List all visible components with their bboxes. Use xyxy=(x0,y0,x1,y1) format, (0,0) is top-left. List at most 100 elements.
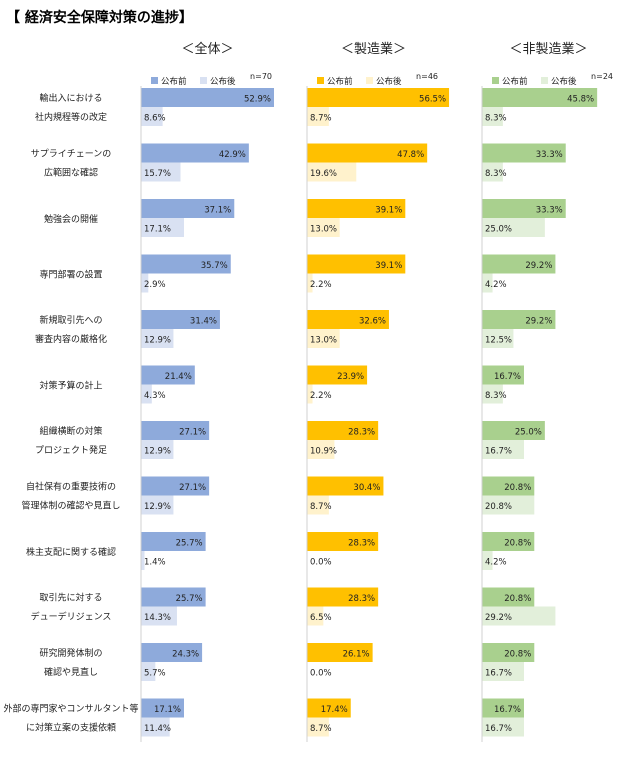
bar-after xyxy=(307,273,313,293)
bar-before xyxy=(141,365,195,385)
data-label-after: 19.6% xyxy=(310,169,337,179)
bar-after xyxy=(307,107,329,126)
data-label-after: 6.5% xyxy=(310,613,332,623)
data-label-before: 27.1% xyxy=(179,483,206,493)
data-label-before: 35.7% xyxy=(201,261,228,271)
data-label-before: 17.1% xyxy=(154,705,181,715)
data-label-after: 5.7% xyxy=(144,669,166,679)
legend-swatch-before xyxy=(492,77,499,84)
data-label-after: 8.3% xyxy=(485,391,507,401)
data-label-before: 45.8% xyxy=(567,95,594,105)
bar-before xyxy=(141,698,184,718)
bar-after xyxy=(307,717,329,737)
legend-swatch-before xyxy=(317,77,324,84)
data-label-before: 47.8% xyxy=(397,150,424,160)
data-label-before: 17.4% xyxy=(321,705,348,715)
category-label: 輸出入における xyxy=(39,92,102,104)
data-label-before: 20.8% xyxy=(504,594,531,604)
bar-after xyxy=(482,495,535,515)
bar-after xyxy=(141,662,156,681)
data-label-before: 16.7% xyxy=(494,372,521,382)
data-label-before: 25.7% xyxy=(176,539,203,549)
bar-after xyxy=(482,162,503,182)
sample-size: n=70 xyxy=(250,72,272,81)
data-label-after: 4.3% xyxy=(144,391,166,401)
sample-size: n=24 xyxy=(591,72,613,81)
bar-before xyxy=(482,476,535,496)
data-label-after: 4.2% xyxy=(485,558,507,568)
data-label-before: 25.7% xyxy=(176,594,203,604)
category-label: 新規取引先への xyxy=(39,314,102,326)
bar-before xyxy=(141,643,203,662)
data-label-after: 25.0% xyxy=(485,225,512,235)
bar-before xyxy=(141,476,210,496)
data-label-after: 16.7% xyxy=(485,724,512,734)
bar-before xyxy=(141,587,206,607)
bar-after xyxy=(307,384,313,404)
bar-after xyxy=(307,329,340,348)
bar-after xyxy=(141,440,174,459)
bar-before xyxy=(482,532,535,551)
data-label-before: 37.1% xyxy=(204,206,231,216)
category-label: 勉強会の開催 xyxy=(44,213,98,225)
sample-size: n=46 xyxy=(416,72,438,81)
bar-before xyxy=(307,476,384,496)
bar-after xyxy=(482,717,524,737)
bar-before xyxy=(141,310,220,329)
data-label-before: 25.0% xyxy=(515,428,542,438)
data-label-before: 32.6% xyxy=(359,317,386,327)
legend-label-after: 公布後 xyxy=(376,76,402,87)
data-label-after: 8.3% xyxy=(485,169,507,179)
bar-before xyxy=(482,365,524,385)
bar-before xyxy=(482,587,535,607)
legend-label-before: 公布前 xyxy=(327,76,353,87)
data-label-after: 8.3% xyxy=(485,114,507,124)
bar-after xyxy=(307,495,329,515)
category-label: プロジェクト発足 xyxy=(35,444,107,456)
data-label-after: 2.9% xyxy=(144,280,166,290)
bar-after xyxy=(482,384,503,404)
bar-before xyxy=(482,199,566,218)
legend-label-after: 公布後 xyxy=(551,76,577,87)
bar-after xyxy=(482,606,556,626)
bar-after xyxy=(482,107,503,126)
bar-before xyxy=(307,698,351,718)
bar-before xyxy=(482,698,524,718)
bar-after xyxy=(482,440,524,459)
data-label-before: 29.2% xyxy=(525,261,552,271)
data-label-after: 8.6% xyxy=(144,114,166,124)
bar-after xyxy=(482,329,514,348)
bar-before xyxy=(141,254,231,274)
data-label-before: 21.4% xyxy=(165,372,192,382)
bar-after xyxy=(141,273,149,293)
data-label-after: 15.7% xyxy=(144,169,171,179)
bar-after xyxy=(141,329,174,348)
legend-label-before: 公布前 xyxy=(161,76,187,87)
data-label-after: 17.1% xyxy=(144,225,171,235)
data-label-before: 30.4% xyxy=(353,483,380,493)
bar-after xyxy=(141,384,152,404)
data-label-before: 39.1% xyxy=(375,261,402,271)
bar-after xyxy=(307,162,357,182)
category-label: 専門部署の設置 xyxy=(39,269,102,281)
category-label: 自社保有の重要技術の xyxy=(26,481,116,493)
legend-swatch-after xyxy=(366,77,373,84)
bar-before xyxy=(307,532,379,551)
data-label-after: 4.2% xyxy=(485,280,507,290)
category-label: デューデリジェンス xyxy=(31,611,112,623)
bar-before xyxy=(307,365,368,385)
bar-after xyxy=(482,662,524,681)
category-label: 対策予算の計上 xyxy=(39,380,102,392)
bar-after xyxy=(307,606,324,626)
data-label-before: 16.7% xyxy=(494,705,521,715)
bar-after xyxy=(482,551,493,570)
bar-before xyxy=(307,88,450,107)
data-label-before: 20.8% xyxy=(504,650,531,660)
bar-before xyxy=(482,254,556,274)
data-label-before: 20.8% xyxy=(504,483,531,493)
panel-title: ＜非製造業＞ xyxy=(509,41,587,57)
data-label-before: 31.4% xyxy=(190,317,217,327)
data-label-before: 28.3% xyxy=(348,539,375,549)
data-label-before: 33.3% xyxy=(536,206,563,216)
